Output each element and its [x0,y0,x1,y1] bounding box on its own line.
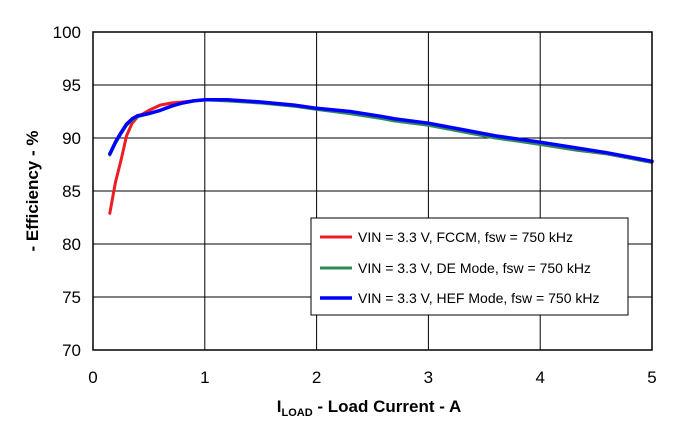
y-tick-label: 90 [62,129,81,148]
y-tick-labels: 70 75 80 85 90 95 100 [53,23,81,360]
series-line-3 [108,98,654,164]
x-tick-label: 3 [424,368,433,387]
legend: VIN = 3.3 V, FCCM, fsw = 750 kHz VIN = 3.… [310,217,629,316]
data-series [108,98,654,215]
y-tick-label: 75 [62,288,81,307]
x-tick-label: 0 [88,368,97,387]
x-tick-label: 5 [647,368,656,387]
x-axis-title-rest: - Load Current - A [313,397,462,416]
x-tick-label: 2 [312,368,321,387]
y-tick-label: 70 [62,341,81,360]
legend-box [310,217,629,316]
plot-frame [92,31,653,351]
y-tick-label: 95 [62,76,81,95]
x-axis-title-sub: LOAD [281,407,312,419]
legend-label-1: VIN = 3.3 V, FCCM, fsw = 750 kHz [358,229,573,245]
x-axis-title-main: I [277,397,282,416]
x-tick-labels: 0 1 2 3 4 5 [88,368,656,387]
legend-label-3: VIN = 3.3 V, HEF Mode, fsw = 750 kHz [358,290,599,306]
y-tick-label: 85 [62,182,81,201]
y-tick-label: 80 [62,235,81,254]
legend-label-2: VIN = 3.3 V, DE Mode, fsw = 750 kHz [358,260,591,276]
y-axis-title: - Efficiency - % [23,131,42,252]
y-tick-label: 100 [53,23,81,42]
x-axis-title: ILOAD - Load Current - A [277,397,462,419]
x-tick-label: 4 [535,368,544,387]
x-tick-label: 1 [200,368,209,387]
